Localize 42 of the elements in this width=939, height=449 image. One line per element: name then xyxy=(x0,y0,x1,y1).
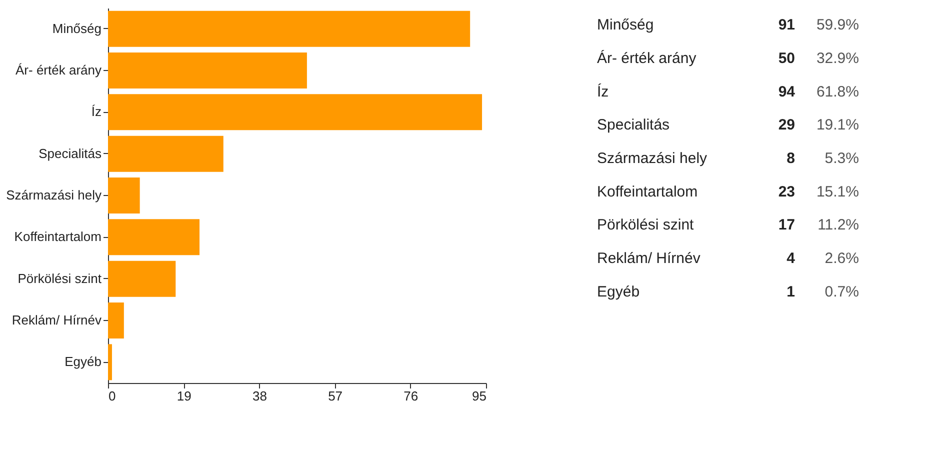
category-label: Származási hely xyxy=(597,150,708,167)
data-label: 17 xyxy=(778,216,795,234)
category-label: Specialitás xyxy=(597,116,670,134)
category-label: Íz xyxy=(597,82,609,100)
x-tick-label: 76 xyxy=(404,388,418,404)
text: 19.1% xyxy=(816,116,859,134)
text: 59.9% xyxy=(816,16,859,34)
y-tick-label: Reklám/ Hírnév xyxy=(12,312,102,328)
text: 32.9% xyxy=(816,50,859,67)
y-tick-label: Pörkölési szint xyxy=(18,270,102,286)
data-label: 8 xyxy=(786,150,795,167)
text: 2.6% xyxy=(824,250,859,267)
data-label: 29 xyxy=(778,116,795,134)
data-label: 91 xyxy=(778,16,795,34)
x-tick-label: 38 xyxy=(252,388,267,404)
data-label: 4 xyxy=(786,250,796,267)
x-tick-label: 0 xyxy=(108,388,116,404)
text: 15.1% xyxy=(816,183,859,200)
category-label: Pörkölési szint xyxy=(597,216,695,234)
x-tick-label: 19 xyxy=(176,388,192,404)
y-tick-label: Koffeintartalom xyxy=(14,229,102,244)
text: 11.2% xyxy=(818,216,859,234)
category-label: Reklám/ Hírnév xyxy=(597,250,701,267)
y-tick-label: Ár- érték arány xyxy=(16,62,102,78)
text: 61.8% xyxy=(816,83,859,100)
text: 0.7% xyxy=(824,283,859,300)
category-label: Ár- érték arány xyxy=(597,49,697,67)
data-label: 23 xyxy=(778,183,795,200)
category-label: Egyéb xyxy=(597,283,640,300)
x-tick-label: 95 xyxy=(472,388,486,404)
y-tick-label: Íz xyxy=(91,104,102,120)
text: 5.3% xyxy=(824,150,859,167)
y-tick-label: Származási hely xyxy=(6,188,102,202)
data-label: 94 xyxy=(778,83,796,100)
category-label: Minőség xyxy=(597,16,654,34)
y-tick-label: Minőség xyxy=(52,20,102,36)
data-label: 50 xyxy=(778,50,795,67)
y-tick-label: Specialitás xyxy=(38,146,102,161)
data-label: 1 xyxy=(786,283,795,300)
x-tick-label: 57 xyxy=(328,388,343,404)
y-tick-label: Egyéb xyxy=(64,354,102,370)
category-label: Koffeintartalom xyxy=(597,183,698,200)
